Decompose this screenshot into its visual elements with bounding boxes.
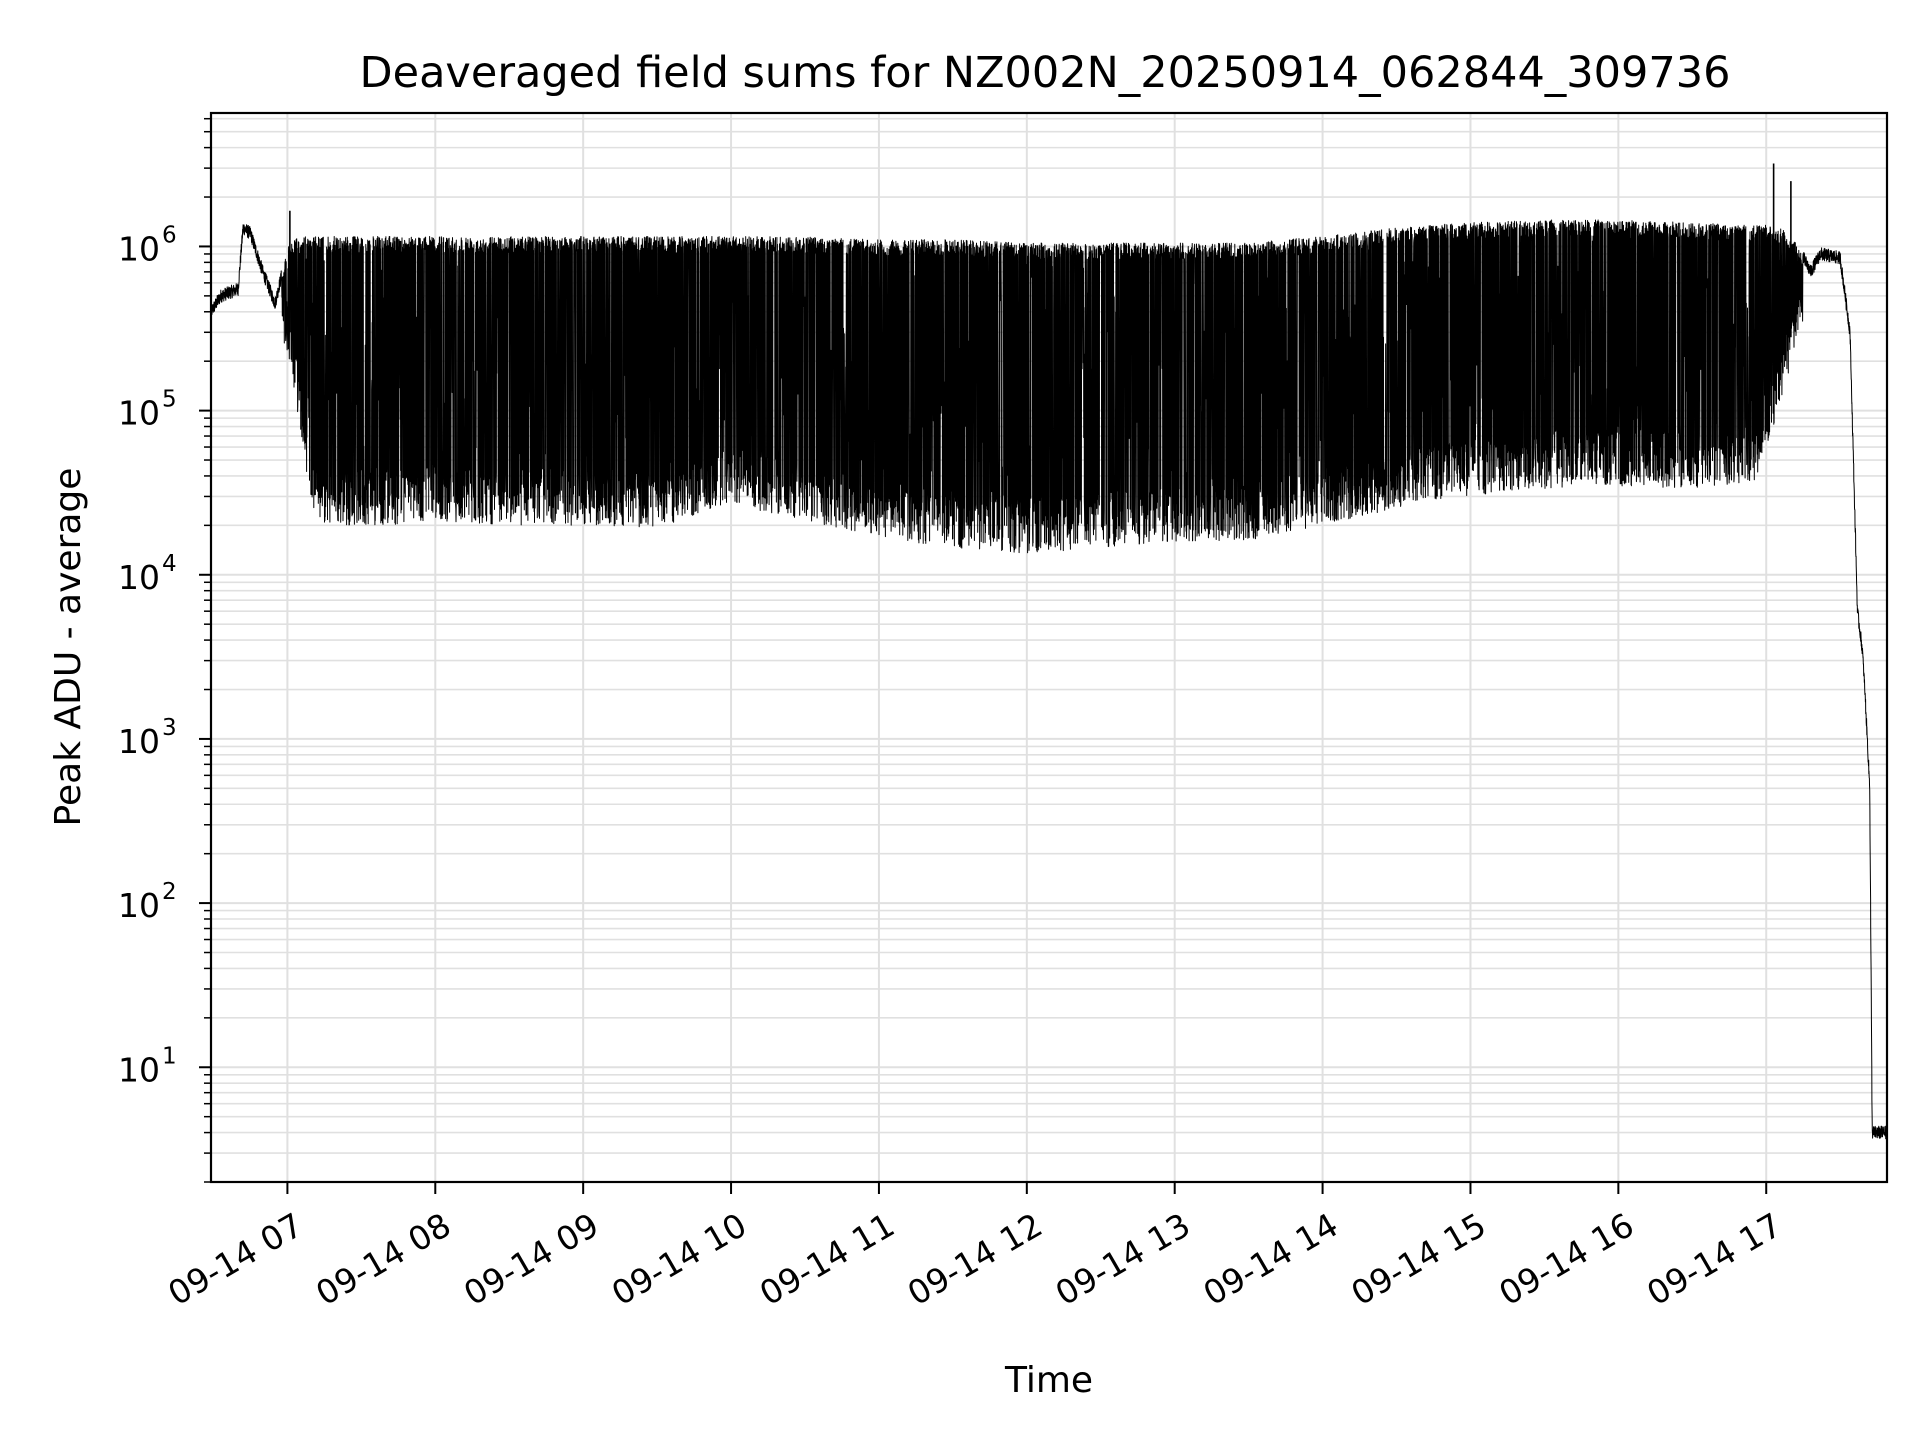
y-tick-exponent: 6 [162, 222, 177, 248]
series-area [210, 163, 1888, 1140]
y-tick-label: 10 3 [118, 715, 177, 761]
y-tick-exponent: 1 [162, 1043, 177, 1069]
y-tick-exponent: 2 [162, 879, 177, 905]
y-tick-label: 10 6 [118, 222, 177, 268]
y-tick-base: 10 [118, 722, 160, 761]
y-tick-exponent: 3 [162, 715, 177, 741]
x-axis-label: Time [1004, 1360, 1093, 1401]
series-line [210, 219, 1888, 1140]
plot-frame [209, 111, 1889, 1184]
y-tick-base: 10 [118, 886, 160, 925]
axis-ticks [199, 117, 1768, 1194]
y-tick-label: 10 4 [118, 551, 177, 597]
y-tick-base: 10 [118, 1050, 160, 1089]
y-tick-base: 10 [118, 394, 160, 433]
y-tick-exponent: 4 [162, 551, 177, 577]
y-tick-label: 10 1 [118, 1043, 177, 1089]
y-tick-base: 10 [118, 229, 160, 268]
y-axis-label: Peak ADU - average [48, 468, 89, 827]
y-tick-exponent: 5 [162, 387, 177, 413]
chart-title: Deaveraged field sums for NZ002N_2025091… [360, 48, 1731, 98]
y-tick-label: 10 2 [118, 879, 177, 925]
y-tick-base: 10 [118, 558, 160, 597]
y-tick-label: 10 5 [118, 387, 177, 433]
